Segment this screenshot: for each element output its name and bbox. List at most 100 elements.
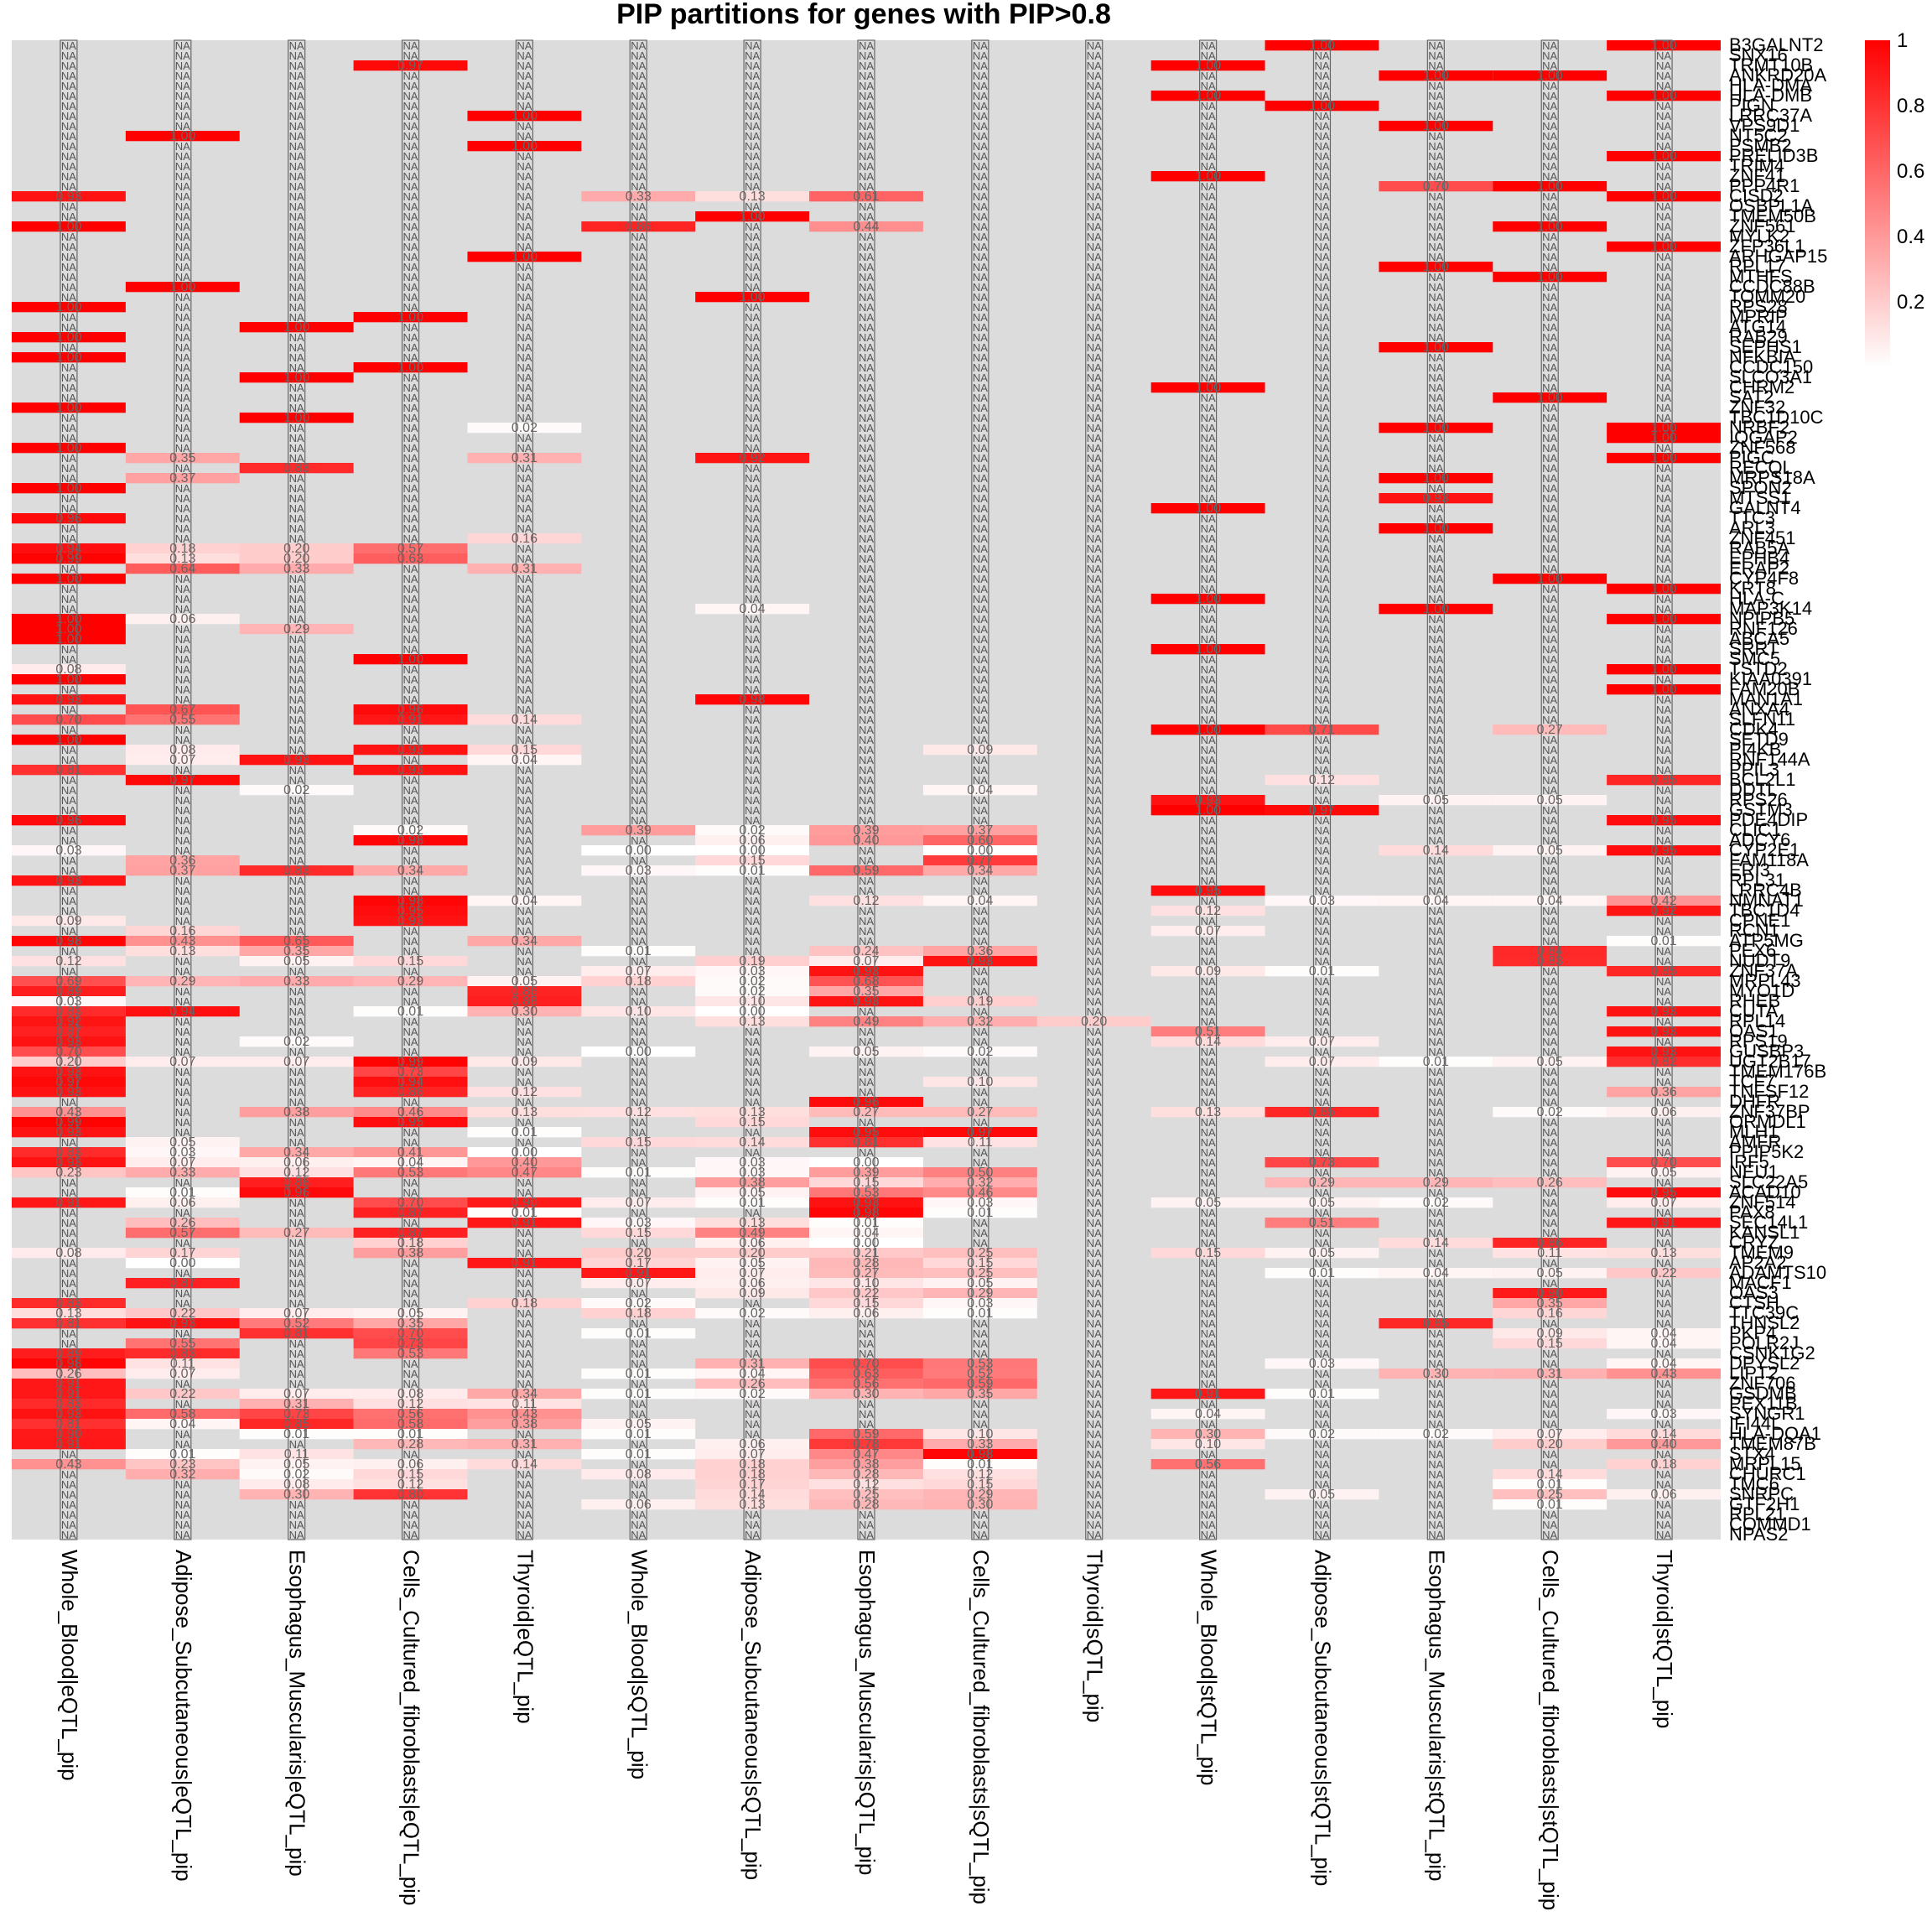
cell-na-label: NA [859, 160, 874, 173]
heatmap-cell [353, 1208, 468, 1218]
cell-na-label: NA [1087, 90, 1102, 102]
cell-na-label: NA [1656, 331, 1671, 344]
heatmap-cell [125, 1449, 240, 1460]
cell-na-label: NA [402, 150, 418, 163]
cell-na-label: NA [1656, 271, 1671, 283]
heatmap-cell [125, 704, 240, 715]
heatmap-cell [125, 714, 240, 725]
cell-na-label: NA [289, 311, 304, 324]
heatmap-cell [125, 1258, 240, 1269]
heatmap-cell [922, 1499, 1037, 1510]
cell-na-label: NA [175, 261, 190, 273]
heatmap-cell [353, 745, 468, 756]
heatmap-cell [581, 1419, 696, 1430]
heatmap-cell [1493, 956, 1607, 967]
cell-na-label: NA [517, 130, 532, 143]
heatmap-cell [12, 1197, 126, 1208]
heatmap-cells [12, 40, 1721, 1540]
heatmap-cell [353, 1006, 468, 1017]
heatmap-cell [809, 1499, 923, 1510]
heatmap-cell [353, 704, 468, 715]
cell-na-label: NA [1087, 271, 1102, 283]
cell-na-label: NA [631, 231, 646, 243]
cell-na-label: NA [289, 241, 304, 253]
cell-na-label: NA [631, 130, 646, 143]
heatmap-cell [581, 1449, 696, 1460]
cell-na-label: NA [517, 70, 532, 82]
cell-na-label: NA [859, 1529, 874, 1541]
cell-na-label: NA [61, 341, 76, 354]
cell-na-label: NA [402, 130, 418, 143]
cell-na-label: NA [859, 251, 874, 263]
cell-na-label: NA [859, 100, 874, 112]
chart-title: PIP partitions for genes with PIP>0.8 [616, 0, 1111, 30]
cell-na-label: NA [1201, 150, 1216, 163]
heatmap-cell [12, 1419, 126, 1430]
cell-na-label: NA [1428, 130, 1443, 143]
heatmap-cell [1607, 191, 1721, 202]
heatmap-cell [12, 1036, 126, 1047]
heatmap-cell [1493, 1057, 1607, 1067]
heatmap-cell [12, 1016, 126, 1027]
heatmap-cell [125, 865, 240, 876]
heatmap-cell [809, 1046, 923, 1057]
cell-value-label: 0.70 [1423, 179, 1449, 194]
heatmap-cell [239, 1177, 354, 1188]
heatmap-cell [1493, 1368, 1607, 1379]
cell-na-label: NA [289, 180, 304, 193]
cell-na-label: NA [1428, 170, 1443, 183]
heatmap-cell [1150, 966, 1265, 977]
heatmap-cell [12, 1399, 126, 1410]
heatmap-cell [809, 835, 923, 846]
cell-na-label: NA [973, 140, 988, 153]
cell-na-label: NA [1428, 100, 1443, 112]
cell-na-label: NA [1542, 291, 1557, 304]
heatmap-cell [239, 755, 354, 766]
heatmap-cell [695, 1228, 810, 1239]
heatmap-cell [353, 865, 468, 876]
heatmap-cell [125, 1218, 240, 1228]
cell-na-label: NA [517, 331, 532, 344]
cell-na-label: NA [973, 321, 988, 334]
heatmap-cell [922, 1489, 1037, 1500]
cell-na-label: NA [1656, 281, 1671, 293]
cell-na-label: NA [1428, 80, 1443, 92]
heatmap-cell [12, 1318, 126, 1329]
cell-na-label: NA [1542, 110, 1557, 122]
cell-na-label: NA [1087, 130, 1102, 143]
cell-na-label: NA [289, 271, 304, 283]
heatmap-cell [12, 714, 126, 725]
cell-value-label: 0.93 [55, 190, 81, 204]
heatmap-cell [239, 1057, 354, 1067]
heatmap-cell [1150, 1036, 1265, 1047]
column-na-stack [743, 39, 761, 1540]
heatmap-cell [239, 413, 354, 423]
cell-na-label: NA [973, 110, 988, 122]
cell-na-label: NA [289, 351, 304, 364]
cell-na-label: NA [1656, 49, 1671, 62]
heatmap-cell [922, 855, 1037, 866]
heatmap-cell [239, 564, 354, 574]
cell-na-label: NA [1201, 80, 1216, 92]
cell-na-label: NA [402, 331, 418, 344]
cell-na-label: NA [973, 60, 988, 72]
cell-na-label: NA [61, 90, 76, 102]
heatmap-cell [922, 845, 1037, 856]
cell-value-label: 1.00 [1650, 240, 1676, 254]
heatmap-cell [581, 1268, 696, 1279]
heatmap-cell [809, 1218, 923, 1228]
heatmap-cell [809, 1379, 923, 1389]
cell-na-label: NA [745, 180, 760, 193]
cell-na-label: NA [517, 80, 532, 92]
cell-na-label: NA [175, 221, 190, 233]
cell-na-label: NA [1087, 291, 1102, 304]
legend-tick-label: 1 [1897, 29, 1908, 52]
cell-value-label: 1.00 [1650, 89, 1676, 103]
heatmap-cell [467, 714, 582, 725]
cell-na-label: NA [1656, 231, 1671, 243]
cell-na-label: NA [859, 321, 874, 334]
heatmap-cell [1379, 121, 1493, 132]
heatmap-cell [467, 564, 582, 574]
cell-value-label: 1.00 [55, 220, 81, 234]
cell-na-label: NA [1314, 341, 1329, 354]
